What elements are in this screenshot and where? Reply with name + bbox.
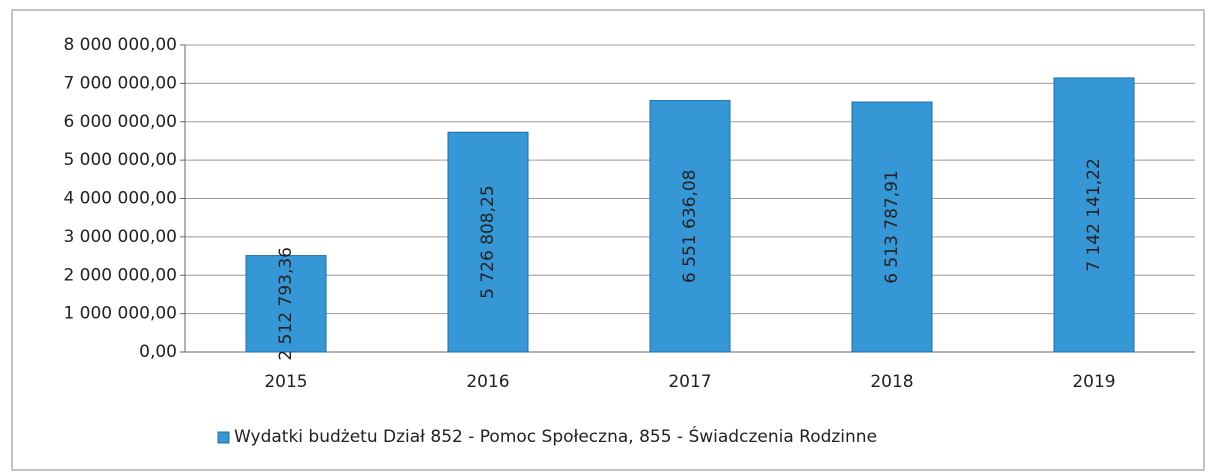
x-tick-label: 2019 bbox=[1072, 372, 1115, 392]
chart-frame bbox=[11, 9, 1205, 471]
x-tick-label: 2018 bbox=[870, 372, 913, 392]
bar bbox=[245, 255, 327, 353]
value-label: 5 726 808,25 bbox=[478, 185, 498, 299]
legend-swatch bbox=[217, 431, 230, 444]
bar bbox=[851, 101, 933, 353]
x-tick-label: 2016 bbox=[466, 372, 509, 392]
legend-label: Wydatki budżetu Dział 852 - Pomoc Społec… bbox=[234, 425, 877, 447]
value-label: 2 512 793,36 bbox=[276, 247, 296, 361]
y-tick-label: 5 000 000,00 bbox=[63, 150, 177, 170]
y-tick-label: 8 000 000,00 bbox=[63, 35, 177, 55]
value-label: 6 551 636,08 bbox=[680, 170, 700, 284]
y-tick-label: 6 000 000,00 bbox=[63, 112, 177, 132]
y-tick-label: 2 000 000,00 bbox=[63, 265, 177, 285]
x-tick-label: 2017 bbox=[668, 372, 711, 392]
bar bbox=[1053, 77, 1135, 353]
value-label: 6 513 787,91 bbox=[882, 170, 902, 284]
x-tick-label: 2015 bbox=[264, 372, 307, 392]
y-tick-label: 3 000 000,00 bbox=[63, 227, 177, 247]
bar bbox=[649, 100, 731, 353]
bar bbox=[447, 131, 529, 353]
y-tick-label: 0,00 bbox=[139, 342, 177, 362]
value-label: 7 142 141,22 bbox=[1084, 158, 1104, 272]
y-tick-label: 7 000 000,00 bbox=[63, 73, 177, 93]
y-tick-label: 4 000 000,00 bbox=[63, 189, 177, 209]
y-tick-label: 1 000 000,00 bbox=[63, 304, 177, 324]
